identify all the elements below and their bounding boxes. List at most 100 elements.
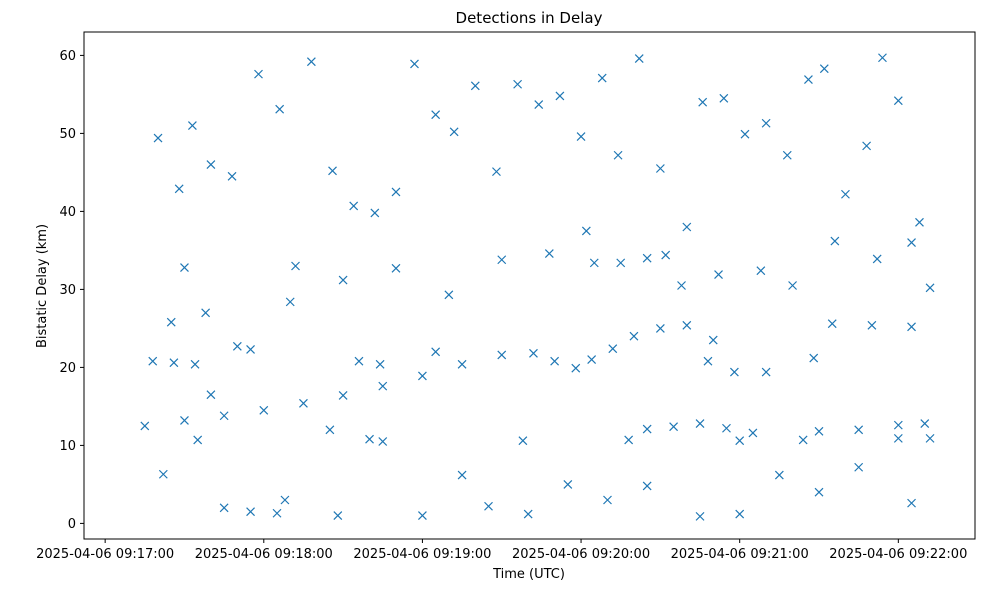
scatter-point: [550, 356, 560, 366]
scatter-point: [325, 425, 335, 435]
scatter-point: [655, 323, 665, 333]
scatter-point: [597, 73, 607, 83]
scatter-point: [925, 433, 935, 443]
scatter-point: [642, 424, 652, 434]
scatter-point: [798, 435, 808, 445]
scatter-point: [714, 270, 723, 280]
scatter-point: [581, 226, 591, 236]
scatter-point: [729, 367, 739, 377]
scatter-point: [544, 249, 554, 258]
scatter-point: [907, 322, 916, 332]
scatter-point: [246, 345, 255, 354]
scatter-point: [788, 281, 797, 290]
scatter-point: [761, 118, 771, 128]
scatter-point: [378, 437, 388, 446]
y-tick-label: 30: [59, 283, 76, 298]
scatter-point: [275, 104, 285, 114]
scatter-point: [642, 253, 652, 263]
scatter-point: [417, 511, 427, 521]
scatter-point: [804, 75, 813, 85]
x-axis-label: Time (UTC): [492, 567, 565, 582]
scatter-point: [613, 150, 623, 160]
scatter-point: [232, 341, 242, 351]
scatter-point: [219, 503, 229, 513]
scatter-point: [722, 423, 731, 433]
scatter-point: [642, 481, 652, 491]
scatter-point: [484, 501, 493, 511]
scatter-point: [529, 348, 538, 358]
scatter-point: [756, 266, 766, 276]
x-tick-label: 2025-04-06 09:21:00: [671, 547, 809, 562]
scatter-point: [431, 110, 441, 120]
scatter-point: [497, 255, 507, 265]
scatter-point: [677, 281, 686, 290]
scatter-point: [587, 355, 597, 365]
scatter-point: [378, 381, 388, 391]
scatter-point: [878, 53, 887, 63]
scatter-point: [907, 238, 916, 248]
scatter-point: [872, 254, 882, 264]
scatter-point: [841, 189, 850, 199]
scatter-point: [158, 469, 168, 479]
y-axis-label: Bistatic Delay (km): [35, 224, 50, 348]
scatter-point: [410, 59, 419, 69]
scatter-point: [375, 359, 385, 369]
x-tick-label: 2025-04-06 09:20:00: [512, 547, 650, 562]
scatter-point: [735, 436, 745, 446]
scatter-point: [285, 297, 295, 307]
y-tick-label: 20: [59, 361, 76, 376]
x-tick-label: 2025-04-06 09:19:00: [353, 547, 491, 562]
scatter-point: [246, 507, 255, 517]
scatter-point: [219, 411, 229, 421]
scatter-point: [299, 398, 308, 408]
scatter-point: [280, 495, 290, 505]
scatter-point: [174, 184, 184, 194]
scatter-point: [854, 425, 864, 435]
scatter-point: [669, 422, 679, 432]
scatter-point: [893, 433, 903, 443]
y-tick-label: 0: [68, 517, 76, 532]
scatter-point: [254, 69, 263, 79]
scatter-point: [819, 64, 829, 74]
scatter-point: [534, 100, 544, 109]
scatter-point: [417, 371, 427, 381]
scatter-point: [827, 319, 837, 329]
scatter-point: [169, 358, 179, 368]
scatter-point: [180, 263, 189, 272]
scatter-point: [893, 420, 903, 430]
scatter-point: [703, 356, 713, 366]
y-tick-label: 50: [59, 127, 76, 142]
scatter-point: [497, 350, 507, 360]
axis-ticks: 2025-04-06 09:17:00 2025-04-06 09:18:00 20…: [36, 49, 967, 562]
x-tick-label: 2025-04-06 09:17:00: [36, 547, 174, 562]
scatter-point: [306, 57, 316, 67]
scatter-point: [140, 421, 150, 431]
scatter-point: [449, 127, 459, 137]
scatter-point: [166, 317, 176, 327]
scatter-point: [513, 79, 523, 89]
scatter-point: [814, 426, 824, 436]
scatter-point: [867, 320, 877, 330]
scatter-point: [761, 367, 771, 377]
scatter-point: [444, 290, 454, 300]
plot-frame: [83, 31, 976, 540]
scatter-point: [603, 495, 612, 505]
scatter-point: [661, 250, 671, 260]
scatter-point: [470, 81, 480, 91]
scatter-point: [272, 508, 282, 518]
scatter-point: [624, 435, 634, 445]
scatter-point: [206, 390, 216, 400]
scatter-point: [391, 187, 401, 197]
scatter-point: [190, 359, 200, 369]
scatter-point: [809, 353, 819, 363]
scatter-point: [708, 335, 718, 345]
scatter-point: [328, 166, 337, 176]
data-points: [140, 53, 935, 521]
scatter-point: [259, 405, 269, 415]
scatter-point: [523, 509, 533, 519]
scatter-point: [457, 470, 467, 480]
scatter-point: [748, 428, 758, 438]
scatter-point: [782, 150, 792, 160]
